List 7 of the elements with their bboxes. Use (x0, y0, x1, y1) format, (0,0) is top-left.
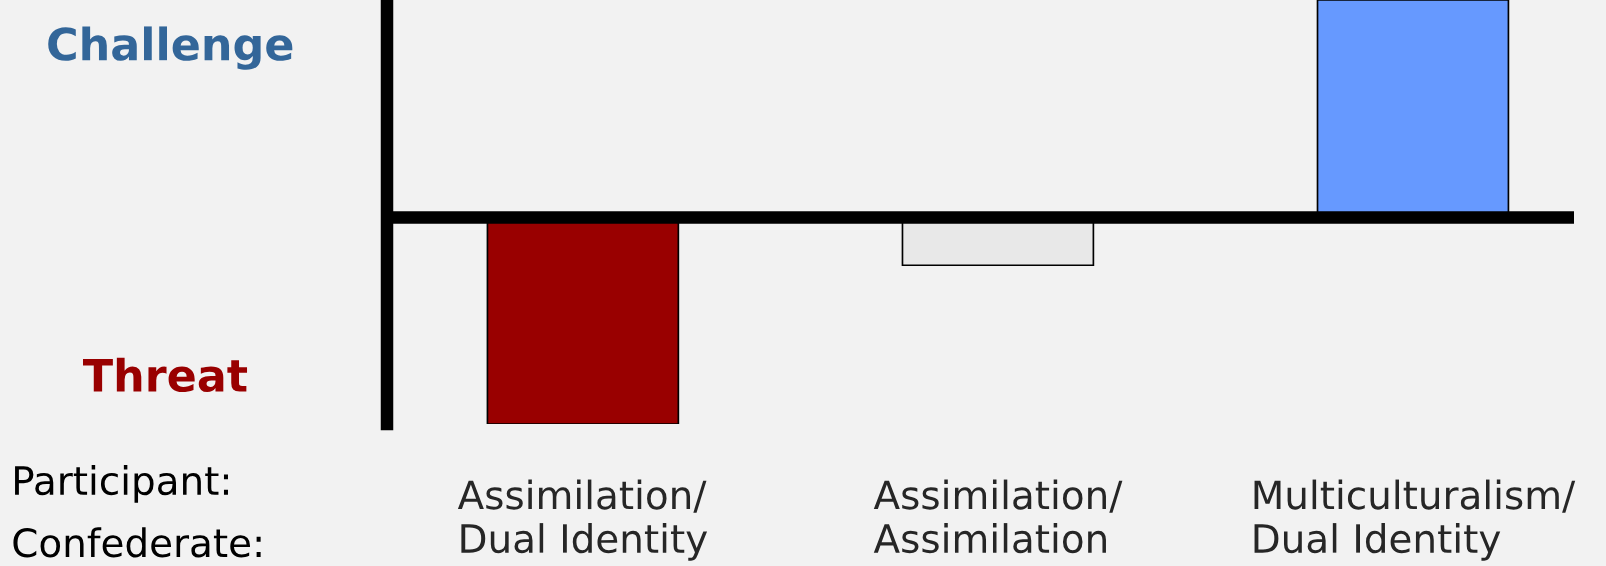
x-tick-label: Multiculturalism/ Dual Identity (1254, 479, 1576, 561)
text: Threat (83, 357, 248, 393)
text: Participant: (15, 465, 228, 503)
x-tick-label: Assimilation/ Assimilation (873, 479, 1123, 554)
text: Challenge (48, 26, 293, 70)
text: Confederate: (13, 527, 261, 558)
x-tick-label: Assimilation/ Dual Identity (457, 479, 708, 561)
